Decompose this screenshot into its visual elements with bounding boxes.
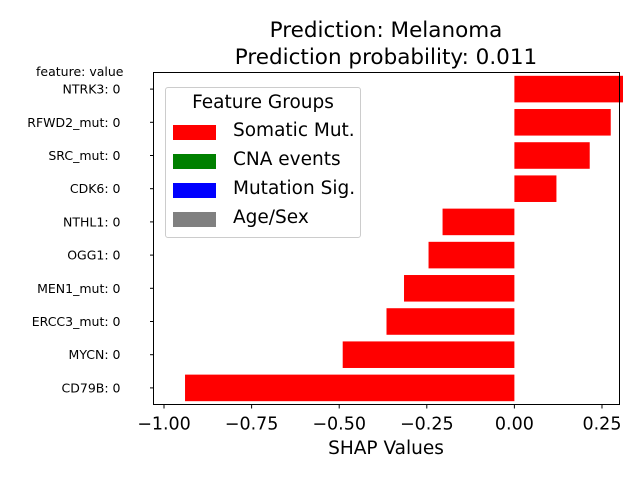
y-tick-label: OGG1: 0 <box>67 248 120 263</box>
legend: Feature Groups Somatic Mut. CNA events M… <box>165 87 361 238</box>
bar-ntrk3 <box>514 75 624 103</box>
bar-nthl1 <box>442 208 515 236</box>
y-tick-label: MEN1_mut: 0 <box>37 281 120 296</box>
y-tick-label: ERCC3_mut: 0 <box>32 314 121 329</box>
x-tick-label: −0.75 <box>225 415 279 435</box>
chart-title-line-2: Prediction probability: 0.011 <box>234 45 538 70</box>
y-tick-label: MYCN: 0 <box>69 347 121 362</box>
y-ticks-group: NTRK3: 0 RFWD2_mut: 0 SRC_mut: 0 CDK6: 0 NTH… <box>27 82 154 395</box>
y-axis-header: feature: value <box>36 64 124 79</box>
legend-swatch <box>173 212 216 227</box>
y-tick-label: RFWD2_mut: 0 <box>27 115 120 130</box>
bar-src-mut <box>514 142 590 169</box>
plot-frame <box>153 72 620 405</box>
bar-ogg1 <box>428 241 515 269</box>
bar-ercc3-mut <box>386 308 515 335</box>
x-tick-label: 0.00 <box>495 415 534 435</box>
x-tick-label: −1.00 <box>137 415 191 435</box>
legend-swatch <box>173 183 216 198</box>
bar-mycn <box>342 341 515 368</box>
y-tick-label: NTHL1: 0 <box>63 214 120 229</box>
bars-group <box>185 75 624 402</box>
legend-title: Feature Groups <box>192 92 334 113</box>
legend-label: Somatic Mut. <box>233 120 355 141</box>
x-ticks-group: −1.00 −0.75 −0.50 −0.25 0.00 0.25 <box>137 404 621 435</box>
legend-item-somatic-mut: Somatic Mut. <box>173 120 359 142</box>
bar-cd79b <box>185 374 515 402</box>
y-tick-label: CDK6: 0 <box>70 181 121 196</box>
x-tick-label: 0.25 <box>582 415 621 435</box>
y-tick-label: SRC_mut: 0 <box>48 148 120 163</box>
bar-men1-mut <box>404 275 515 302</box>
chart-title-line-1: Prediction: Melanoma <box>269 18 503 43</box>
y-tick-label: NTRK3: 0 <box>63 82 121 97</box>
x-tick-label: −0.25 <box>400 415 454 435</box>
bar-rfwd2-mut <box>514 109 611 136</box>
bar-cdk6 <box>514 175 557 202</box>
x-axis-label: SHAP Values <box>328 438 444 459</box>
x-tick-label: −0.50 <box>312 415 366 435</box>
legend-label: Mutation Sig. <box>233 178 356 199</box>
legend-label: Age/Sex <box>233 207 309 228</box>
legend-swatch <box>173 125 216 140</box>
y-tick-label: CD79B: 0 <box>62 380 121 395</box>
legend-item-mutation-sig: Mutation Sig. <box>173 178 359 200</box>
legend-label: CNA events <box>233 149 341 170</box>
legend-item-age-sex: Age/Sex <box>173 207 359 229</box>
legend-swatch <box>173 154 216 169</box>
legend-item-cna-events: CNA events <box>173 149 359 171</box>
